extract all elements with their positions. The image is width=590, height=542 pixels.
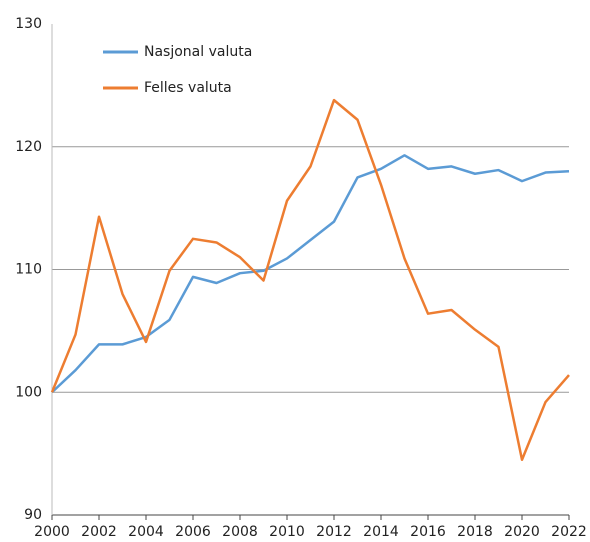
y-tick-label: 120 — [15, 139, 42, 155]
x-tick-label: 2002 — [81, 524, 117, 538]
y-tick-label: 100 — [15, 384, 42, 400]
x-tick-label: 2016 — [410, 524, 446, 538]
x-tick-label: 2020 — [504, 524, 540, 538]
series-line — [51, 154, 570, 394]
series-line — [50, 98, 570, 462]
x-tick-label: 2006 — [175, 524, 211, 538]
y-tick-label: 130 — [15, 16, 42, 32]
x-tick-label: 2008 — [222, 524, 258, 538]
x-tick-label: 2010 — [269, 524, 305, 538]
x-tick-label: 2012 — [316, 524, 352, 538]
legend-label: Nasjonal valuta — [144, 44, 252, 60]
y-tick-label: 110 — [15, 262, 42, 278]
y-tick-label: 90 — [24, 507, 42, 523]
x-tick-label: 2018 — [457, 524, 493, 538]
x-tick-label: 2004 — [128, 524, 164, 538]
x-tick-label: 2000 — [34, 524, 70, 538]
x-tick-label: 2014 — [363, 524, 399, 538]
legend-label: Felles valuta — [144, 80, 232, 96]
x-tick-label: 2022 — [551, 524, 587, 538]
